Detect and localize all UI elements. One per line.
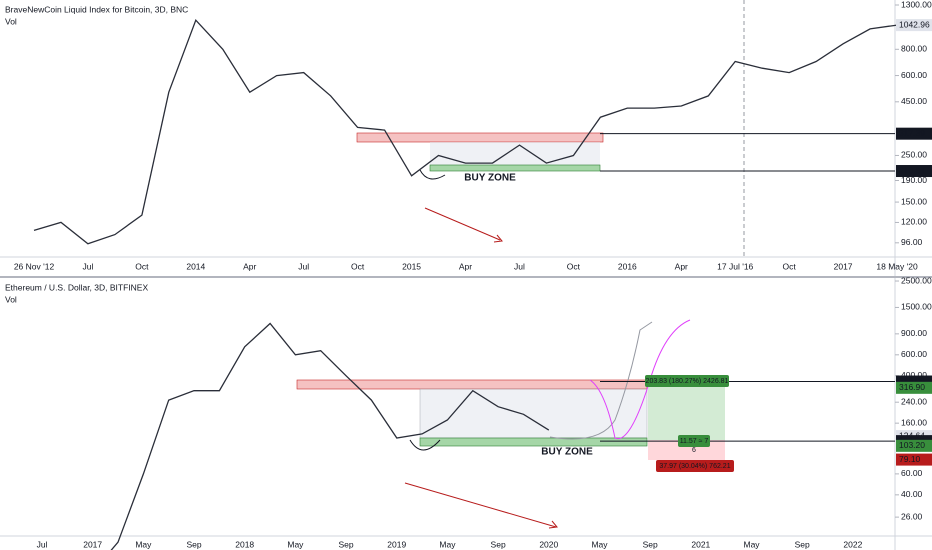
annotation: BUY ZONE — [541, 447, 593, 458]
x-tick-label: May — [743, 539, 760, 549]
y-tick-label: 450.00 — [901, 96, 927, 106]
level-label: 79.10 — [899, 454, 921, 464]
y-tick-label: 96.00 — [901, 237, 923, 247]
annotation-box — [678, 435, 710, 447]
trend-arrow — [424, 207, 501, 241]
buy-zone — [419, 437, 648, 447]
chart-title: BraveNewCoin Liquid Index for Bitcoin, 3… — [5, 4, 188, 14]
annotation-box — [656, 460, 734, 472]
y-tick-label: 150.00 — [901, 196, 927, 206]
annotation: 6 — [692, 447, 696, 454]
price-line — [110, 322, 550, 550]
level-box — [896, 439, 932, 452]
y-tick-label: 2500.00 — [901, 275, 932, 285]
annotation: 11.57 ≈ 7 — [680, 438, 709, 445]
x-tick-label: Apr — [459, 261, 472, 271]
x-tick-label: Oct — [567, 261, 581, 271]
level-label: 317.39 — [899, 128, 925, 138]
x-tick-label: 2020 — [539, 539, 558, 549]
y-tick-label: 400.00 — [901, 370, 927, 380]
level-label: 358.00 — [899, 376, 925, 386]
x-tick-label: May — [439, 539, 456, 549]
x-tick-label: Jul — [514, 261, 525, 271]
projection — [589, 319, 691, 440]
x-tick-label: Oct — [135, 261, 149, 271]
x-tick-label: Jul — [298, 261, 309, 271]
level-label: 316.90 — [899, 382, 925, 392]
projection — [549, 321, 653, 440]
x-tick-label: May — [135, 539, 152, 549]
x-tick-label: Sep — [491, 539, 506, 549]
chart-title: Ethereum / U.S. Dollar, 3D, BITFINEX — [5, 282, 148, 292]
level-box — [896, 381, 932, 394]
profit-zone — [648, 380, 725, 440]
y-tick-label: 120.00 — [901, 217, 927, 227]
y-tick-label: 240.00 — [901, 396, 927, 406]
annotation: BUY ZONE — [464, 173, 516, 184]
x-tick-label: 18 May '20 — [876, 261, 918, 271]
annotation: 203.83 (180.27%) 2426.81 — [646, 378, 729, 385]
x-tick-label: 2014 — [186, 261, 205, 271]
y-tick-label: 60.00 — [901, 468, 923, 478]
x-tick-label: 2017 — [83, 539, 102, 549]
y-tick-label: 600.00 — [901, 70, 927, 80]
x-tick-label: Sep — [643, 539, 658, 549]
y-tick-label: 1300.00 — [901, 0, 932, 9]
y-tick-label: 600.00 — [901, 349, 927, 359]
level-label: 210.81 — [899, 165, 925, 175]
x-tick-label: 2021 — [691, 539, 710, 549]
price-line — [33, 18, 898, 245]
level-box — [896, 19, 932, 32]
y-tick-label: 190.00 — [901, 175, 927, 185]
y-tick-label: 900.00 — [901, 328, 927, 338]
y-tick-label: 1500.00 — [901, 302, 932, 312]
x-tick-label: Sep — [186, 539, 201, 549]
x-tick-label: Jul — [37, 539, 48, 549]
x-tick-label: Sep — [795, 539, 810, 549]
x-tick-label: 2018 — [235, 539, 254, 549]
level-box — [896, 127, 932, 140]
x-tick-label: 2022 — [843, 539, 862, 549]
y-tick-label: 40.00 — [901, 489, 923, 499]
y-tick-label: 250.00 — [901, 150, 927, 160]
level-label: 1042.96 — [899, 19, 930, 29]
x-tick-label: 2016 — [618, 261, 637, 271]
annotation-box — [645, 375, 729, 387]
y-tick-label: 160.00 — [901, 417, 927, 427]
x-tick-label: Apr — [243, 261, 256, 271]
x-tick-label: May — [287, 539, 304, 549]
x-tick-label: 2015 — [402, 261, 421, 271]
x-tick-label: 26 Nov '12 — [14, 261, 55, 271]
x-tick-label: May — [591, 539, 608, 549]
range-box — [430, 142, 600, 165]
x-tick-label: Oct — [351, 261, 365, 271]
arrow-head — [493, 234, 503, 243]
curve — [409, 439, 441, 451]
arrow-head — [548, 520, 558, 529]
y-tick-label: 26.00 — [901, 511, 923, 521]
x-tick-label: 2019 — [387, 539, 406, 549]
x-tick-label: Oct — [783, 261, 797, 271]
volume-label: Vol — [5, 294, 17, 304]
level-box — [896, 165, 932, 178]
curve — [419, 169, 446, 180]
x-tick-label: Jul — [83, 261, 94, 271]
x-tick-label: Apr — [675, 261, 688, 271]
buy-zone — [429, 164, 601, 172]
x-tick-label: 2017 — [834, 261, 853, 271]
x-tick-label: Sep — [339, 539, 354, 549]
volume-label: Vol — [5, 16, 17, 26]
level-label: 103.20 — [899, 440, 925, 450]
trend-arrow — [404, 482, 557, 528]
x-tick-label: 17 Jul '16 — [717, 261, 753, 271]
resistance-zone — [356, 132, 604, 143]
annotation: 37.97 (30.04%) 762.21 — [659, 463, 730, 470]
level-box — [896, 453, 932, 466]
y-tick-label: 800.00 — [901, 44, 927, 54]
